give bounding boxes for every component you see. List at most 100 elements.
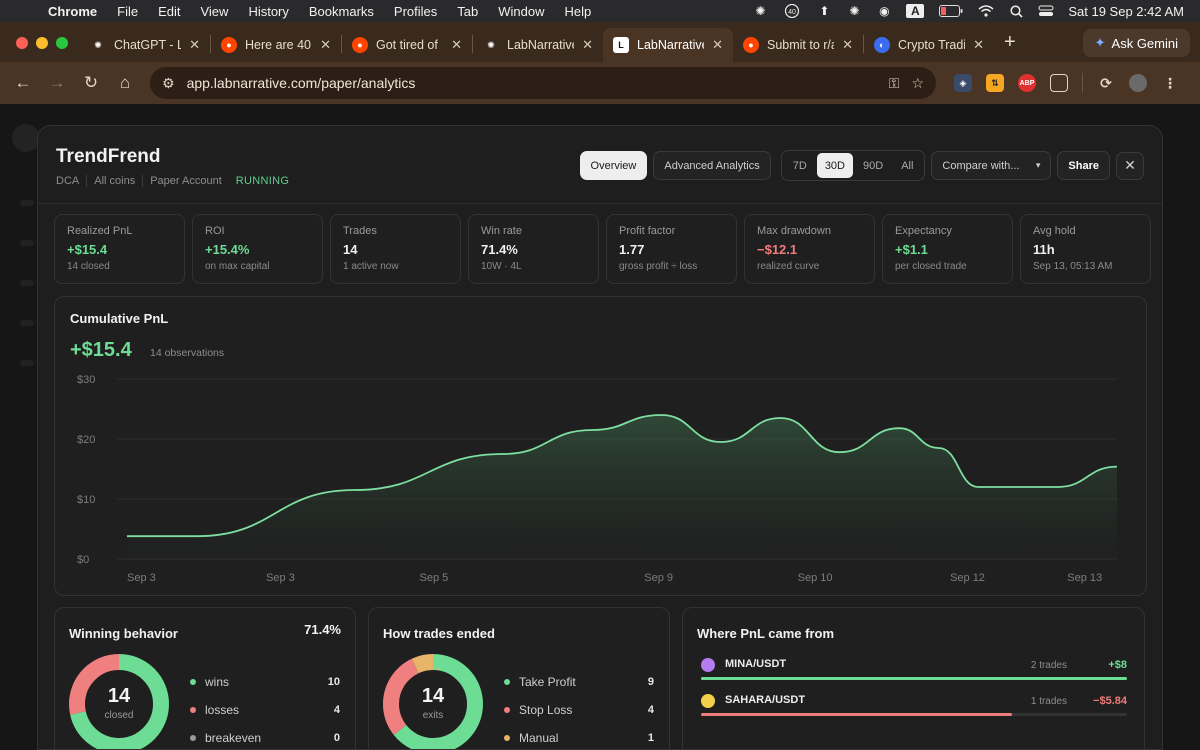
arrows-extension-icon[interactable]: ⇅	[986, 74, 1004, 92]
stat-card: Max drawdown −$12.1 realized curve	[744, 214, 875, 284]
chatgpt-status-icon[interactable]: ✺	[849, 4, 860, 18]
control-center-icon[interactable]	[1038, 4, 1054, 18]
labnarrative-icon: L	[613, 37, 629, 53]
legend-row: Take Profit 9	[504, 668, 654, 696]
browser-tab[interactable]: L LabNarrative ✕	[603, 28, 733, 62]
forward-arrow-icon[interactable]: →	[48, 73, 66, 92]
new-tab-button[interactable]: +	[1004, 31, 1016, 53]
background-nav-line	[20, 200, 34, 206]
legend-name: wins	[205, 675, 230, 689]
macos-menu-bar: Chrome File Edit View History Bookmarks …	[0, 0, 1200, 22]
donut-segment[interactable]	[69, 654, 169, 749]
close-icon[interactable]: ✕	[1116, 151, 1144, 180]
donut-center-count: 14	[107, 685, 131, 707]
menu-edit[interactable]: Edit	[158, 3, 181, 19]
share-button[interactable]: Share	[1057, 151, 1110, 180]
eye-status-icon[interactable]: ◉	[879, 4, 890, 18]
menu-profiles[interactable]: Profiles	[393, 3, 438, 19]
background-nav-line	[20, 360, 34, 366]
range-option[interactable]: 90D	[863, 159, 884, 172]
close-tab-icon[interactable]: ✕	[451, 37, 462, 52]
url-text[interactable]: app.labnarrative.com/paper/analytics	[186, 75, 416, 91]
browser-tab[interactable]: ● Submit to r/a ✕	[733, 28, 863, 62]
chatgpt-icon: ✺	[94, 39, 102, 50]
password-key-icon[interactable]: ⚿	[888, 74, 900, 91]
range-option[interactable]: All	[901, 159, 914, 172]
close-tab-icon[interactable]: ✕	[582, 37, 593, 52]
adblock-plus-icon[interactable]: ABP	[1018, 74, 1036, 92]
back-arrow-icon[interactable]: ←	[14, 73, 32, 92]
browser-tab[interactable]: ● Here are 40 ✕	[211, 28, 341, 62]
x-axis-tick-label: Sep 12	[950, 572, 985, 584]
advanced-analytics-tab[interactable]: Advanced Analytics	[653, 151, 771, 180]
menu-view[interactable]: View	[200, 3, 229, 19]
menu-tab[interactable]: Tab	[457, 3, 479, 19]
browser-tab[interactable]: ● Got tired of ✕	[342, 28, 472, 62]
notification-badge-icon[interactable]: 40	[782, 4, 802, 18]
ask-gemini-label: Ask Gemini	[1111, 35, 1178, 51]
trade-count: 2 trades	[1030, 660, 1067, 671]
wifi-icon[interactable]	[978, 4, 994, 18]
battery-icon[interactable]	[938, 4, 964, 18]
menu-file[interactable]: File	[117, 3, 139, 19]
stat-card: Profit factor 1.77 gross profit ÷ loss	[606, 214, 737, 284]
pnl-source-row[interactable]: MINA/USDT 2 trades +$8	[701, 656, 1127, 692]
cumulative-pnl-card: Cumulative PnL +$15.4 14 observations $3…	[54, 296, 1147, 596]
stat-subtext: gross profit ÷ loss	[619, 261, 698, 272]
site-info-icon[interactable]: ⚙	[162, 74, 175, 91]
extensions-puzzle-icon[interactable]	[1050, 74, 1068, 92]
upload-status-icon[interactable]: ⬆	[819, 4, 830, 18]
profile-avatar[interactable]	[1129, 74, 1147, 92]
browser-tab[interactable]: ✺ LabNarrative ✕	[473, 28, 603, 62]
reload-icon[interactable]: ↻	[83, 73, 99, 92]
cumulative-pnl-chart[interactable]: $30 $20 $10 $0 Sep 3 Sep 3 Sep 5 Sep 9 Sep 10 Sep…	[55, 297, 1148, 597]
ask-gemini-button[interactable]: ✦ Ask Gemini	[1082, 29, 1190, 57]
menu-bookmarks[interactable]: Bookmarks	[308, 3, 374, 19]
x-axis-tick-label: Sep 3	[127, 572, 156, 584]
analytics-modal: TrendFrend DCA All coins Paper Account R…	[37, 125, 1163, 750]
close-tab-icon[interactable]: ✕	[842, 37, 853, 52]
menu-history[interactable]: History	[248, 3, 289, 19]
sunburst-status-icon[interactable]: ✺	[755, 4, 766, 18]
trading-pair: MINA/USDT	[725, 658, 787, 670]
legend-name: breakeven	[205, 731, 262, 745]
pnl-series-line[interactable]	[127, 414, 1118, 538]
range-option[interactable]: 30D	[816, 153, 853, 178]
spotlight-search-icon[interactable]	[1008, 4, 1024, 18]
compare-label: Compare with...	[942, 159, 1020, 172]
close-tab-icon[interactable]: ✕	[320, 37, 331, 52]
stat-label: Avg hold	[1033, 225, 1076, 237]
donut-segment[interactable]	[383, 654, 483, 749]
sync-icon[interactable]: ⟳	[1100, 74, 1112, 91]
minimize-window-button[interactable]	[36, 37, 48, 49]
stat-subtext: per closed trade	[895, 261, 967, 272]
chrome-menu-icon[interactable]: ⋮	[1163, 74, 1177, 91]
range-option[interactable]: 7D	[792, 159, 807, 172]
donut-segment[interactable]	[383, 654, 483, 749]
menu-app-name[interactable]: Chrome	[48, 3, 98, 19]
address-bar[interactable]: ⚙ app.labnarrative.com/paper/analytics ⚿…	[150, 67, 936, 99]
menu-help[interactable]: Help	[564, 3, 592, 19]
shield-extension-icon[interactable]: ◈	[954, 74, 972, 92]
close-tab-icon[interactable]: ✕	[189, 37, 200, 52]
close-window-button[interactable]	[16, 37, 28, 49]
browser-tab[interactable]: ◐ Crypto Tradi ✕	[864, 28, 994, 62]
pnl-area-fill	[127, 415, 1117, 559]
compare-with-dropdown[interactable]: Compare with... ▾	[931, 151, 1052, 180]
close-tab-icon[interactable]: ✕	[973, 37, 984, 52]
input-source-icon[interactable]: A	[906, 4, 925, 18]
browser-tab[interactable]: ✺ ChatGPT - L ✕	[80, 28, 210, 62]
overview-tab[interactable]: Overview	[579, 151, 648, 180]
tab-title: Submit to r/a	[767, 38, 835, 52]
home-icon[interactable]: ⌂	[119, 73, 131, 92]
browser-tab-strip: ✺ ChatGPT - L ✕ ● Here are 40 ✕ ● Got tired of ✕…	[0, 22, 1200, 62]
menu-clock[interactable]: Sat 19 Sep 2:42 AM	[1068, 3, 1184, 19]
close-tab-icon[interactable]: ✕	[712, 37, 723, 52]
bookmark-star-icon[interactable]: ☆	[911, 74, 924, 91]
pnl-source-row[interactable]: SAHARA/USDT 1 trades −$5.84	[701, 692, 1127, 728]
zoom-window-button[interactable]	[56, 37, 68, 49]
menu-window[interactable]: Window	[498, 3, 545, 19]
win-rate-value: 71.4%	[304, 622, 341, 637]
donut-center-label: closed	[104, 710, 134, 721]
badge-count: 40	[788, 9, 796, 16]
